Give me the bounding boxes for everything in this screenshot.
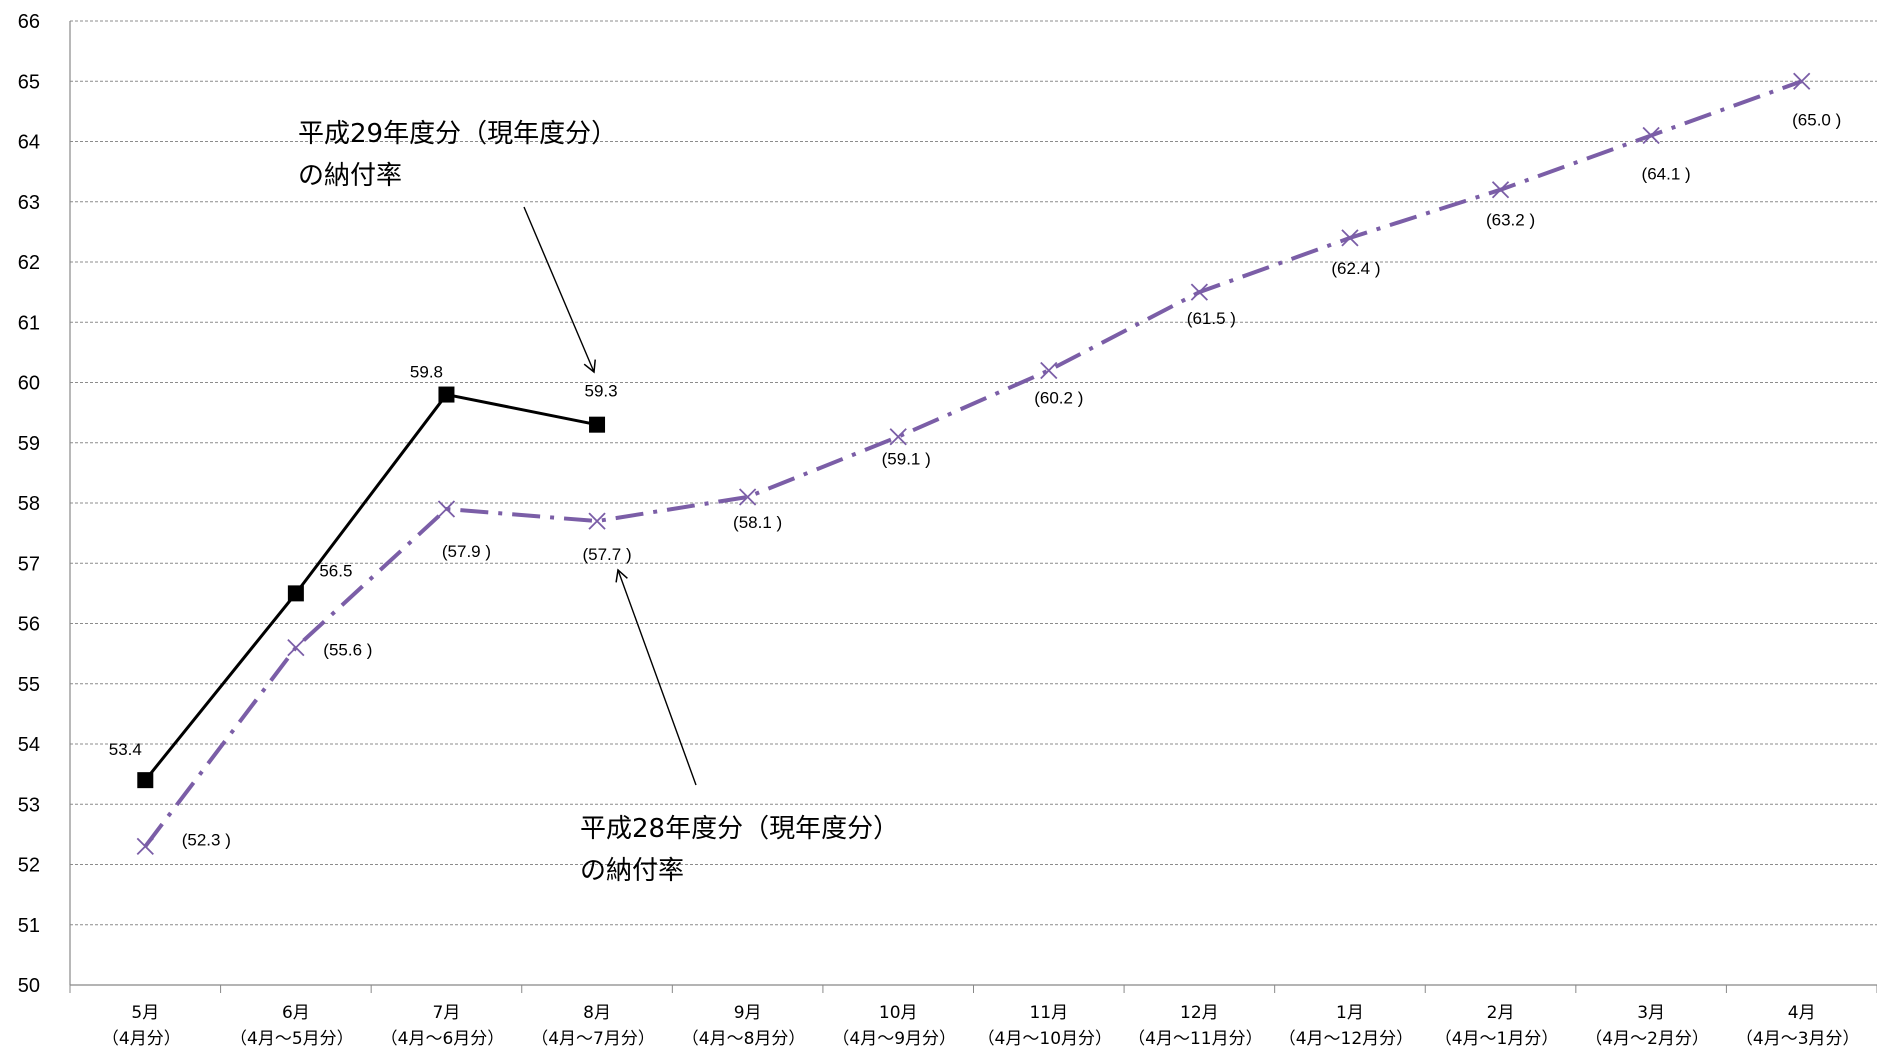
series-2-marker [1491,181,1510,199]
x-tick-label-range: （4月～5月分） [230,1029,354,1049]
series-2-data-label: (55.6 ) [323,641,372,660]
x-tick-label-range: （4月～3月分） [1736,1029,1860,1049]
x-tick-label-range: （4月～12月分） [1279,1029,1413,1049]
series-1-marker [438,386,455,403]
annotation-h29-line1: 平成29年度分（現年度分） [298,119,617,149]
series-2-marker [1040,361,1058,380]
x-tick-label-range: （4月～1月分） [1435,1029,1559,1049]
series-2-data-label: (62.4 ) [1331,259,1380,278]
series-2-marker [136,837,154,856]
series-2-marker [1793,72,1811,90]
series-2-data-label: (58.1 ) [733,513,782,532]
y-tick-label: 57 [18,553,40,575]
y-tick-label: 58 [18,493,40,515]
series-2-marker [437,500,456,518]
series-2-data-label: (59.1 ) [882,450,931,469]
x-tick-label-month: 12月 [1180,1003,1219,1023]
series-2-marker [889,428,907,446]
series-1-data-label: 59.3 [584,382,617,401]
y-tick-label: 53 [18,794,40,816]
y-tick-label: 50 [18,975,40,997]
series-1-marker [287,585,304,602]
series-1-data-label: 56.5 [319,561,352,580]
x-tick-label-month: 8月 [583,1003,611,1023]
x-tick-label-month: 3月 [1637,1003,1665,1023]
y-tick-label: 60 [18,373,40,395]
x-tick-label-range: （4月～8月分） [682,1029,806,1049]
x-tick-label-range: （4月～2月分） [1585,1029,1709,1049]
series-2-data-label: (64.1 ) [1642,164,1691,183]
y-tick-label: 64 [18,132,40,154]
annotation-arrow-h29 [523,206,596,374]
gridlines [70,20,1877,926]
series-2-marker [1190,283,1209,301]
x-tick-label-month: 11月 [1029,1003,1068,1023]
x-tick-label-range: （4月～9月分） [832,1029,956,1049]
series-1-line [144,393,598,782]
series-1-marker [137,772,154,789]
x-tick-label-month: 4月 [1788,1003,1816,1023]
x-tick-label-range: （4月～6月分） [381,1029,505,1049]
axes: 50 51 52 53 54 55 56 57 58 59 60 61 62 63 64 65 66 5月 （4月分… [18,11,1877,1049]
annotation-h28-line1: 平成28年度分（現年度分） [580,814,899,844]
y-tick-label: 61 [18,312,40,334]
x-tick-label-month: 10月 [879,1003,918,1023]
series-2-data-label: (60.2 ) [1034,388,1083,407]
y-tick-label: 52 [18,855,40,877]
series-2-data-label: (57.7 ) [582,545,631,564]
series-1-data-label: 59.8 [410,363,443,382]
x-tick-label-month: 5月 [131,1003,159,1023]
series-2-data-label: (63.2 ) [1486,211,1535,230]
annotation-h28-line2: の納付率 [580,856,684,886]
series-2-marker [1642,126,1660,145]
x-tick-label-range: （4月分） [102,1029,181,1049]
x-tick-label-month: 2月 [1487,1003,1515,1023]
series-2-line [143,79,1803,848]
x-tick-label-month: 7月 [433,1003,461,1023]
y-tick-label: 62 [18,252,40,274]
y-tick-label: 66 [18,11,40,33]
x-tick-label-range: （4月～7月分） [531,1029,655,1049]
series-2-data-label: (57.9 ) [442,542,491,561]
y-tick-label: 59 [18,433,40,455]
y-tick-label: 55 [18,674,40,696]
series-1-data-label: 53.4 [109,740,142,759]
series-2-marker [1341,229,1359,247]
series-1-marker [589,416,606,433]
x-tick-label-range: （4月～10月分） [978,1029,1112,1049]
x-tick-label-month: 1月 [1336,1003,1364,1023]
series-2-marker [287,638,305,657]
y-tick-label: 54 [18,734,40,756]
x-tick-label-range: （4月～11月分） [1128,1029,1262,1049]
annotation-h29-line2: の納付率 [298,161,402,191]
y-tick-label: 65 [18,71,40,93]
x-tick-label-month: 6月 [282,1003,310,1023]
y-tick-label: 63 [18,192,40,214]
series-2-data-label: (52.3 ) [182,830,231,849]
x-tick-label-month: 9月 [734,1003,762,1023]
y-tick-label: 56 [18,614,40,636]
data-labels: 53.4 56.5 59.8 59.3 (52.3 ) (55.6 ) (57.9 ) (57… [109,110,1842,849]
y-tick-label: 51 [18,915,40,937]
series-2-marker [738,488,757,506]
series-2-data-label: (65.0 ) [1792,110,1841,129]
series [136,72,1811,856]
series-2-marker [588,512,606,530]
series-2-data-label: (61.5 ) [1187,309,1236,328]
annotation-arrow-h28 [615,568,697,786]
